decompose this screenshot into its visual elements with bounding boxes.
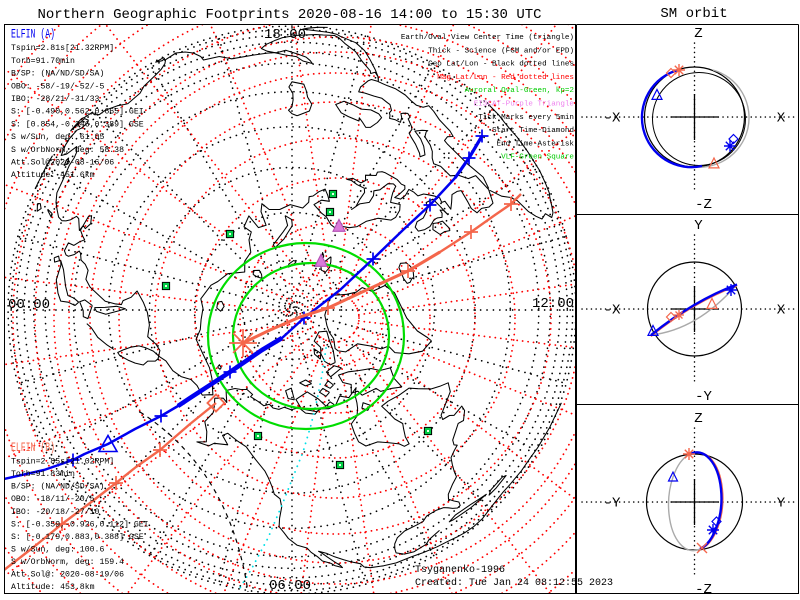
svg-text:Y: Y xyxy=(694,218,703,234)
svg-text:X: X xyxy=(777,111,786,127)
svg-text:S w/Sun, deg: 100.6: S w/Sun, deg: 100.6 xyxy=(11,544,104,554)
svg-text:Mag Lat/Lon - Red dotted lines: Mag Lat/Lon - Red dotted lines xyxy=(437,74,574,82)
svg-text:Att.Sol@2020-08-16/06: Att.Sol@2020-08-16/06 xyxy=(11,158,114,168)
svg-text:Altitude: 453.8km: Altitude: 453.8km xyxy=(11,582,95,592)
svg-text:B/SP: (NA/ND/SD/SA): B/SP: (NA/ND/SD/SA) xyxy=(11,69,104,79)
svg-text:Torb=91.70min: Torb=91.70min xyxy=(11,56,75,66)
svg-text:OBO: -18/11/-20/5: OBO: -18/11/-20/5 xyxy=(11,494,95,504)
svg-text:Att.Sol@: 2020-08-19/06: Att.Sol@: 2020-08-19/06 xyxy=(11,570,124,580)
svg-text:12:00: 12:00 xyxy=(532,296,574,312)
svg-text:Thick - Science (FGM and/or EP: Thick - Science (FGM and/or EPD) xyxy=(428,47,574,55)
svg-text:Start Time-Diamond: Start Time-Diamond xyxy=(492,127,574,135)
svg-text:SM orbit: SM orbit xyxy=(660,6,727,22)
svg-text:S w/Sun, deg: 61.05: S w/Sun, deg: 61.05 xyxy=(11,132,104,142)
svg-text:Created: Tue Jan 24 08:12:55 2: Created: Tue Jan 24 08:12:55 2023 xyxy=(415,577,613,589)
svg-text:Northern Geographic Footprints: Northern Geographic Footprints 2020-08-1… xyxy=(37,7,541,23)
svg-text:S: [0.854,-0.346,0.389] GSE: S: [0.854,-0.346,0.389] GSE xyxy=(11,119,144,129)
svg-text:-Y: -Y xyxy=(695,389,712,405)
svg-text:S w/OrbNorm, deg: 58.38: S w/OrbNorm, deg: 58.38 xyxy=(11,145,124,155)
svg-text:X: X xyxy=(777,303,786,319)
svg-text:Z: Z xyxy=(694,411,702,427)
svg-text:18:00: 18:00 xyxy=(264,27,306,43)
svg-text:VLF-Green Square: VLF-Green Square xyxy=(501,154,574,162)
svg-text:-X: -X xyxy=(604,303,621,319)
svg-text:S: [-0.490,0.562,0.665] GEI: S: [-0.490,0.562,0.665] GEI xyxy=(11,107,144,117)
svg-text:Tsyganenko-1996: Tsyganenko-1996 xyxy=(415,564,505,576)
svg-text:OBO: -58/-19/-52/-5: OBO: -58/-19/-52/-5 xyxy=(11,81,104,91)
svg-text:Torb=91.83min: Torb=91.83min xyxy=(11,469,75,479)
svg-text:S: [-0.179,0.883,0.388] GSE: S: [-0.179,0.883,0.388] GSE xyxy=(11,532,144,542)
svg-text:S: [-0.359,-0.926,0.112] GEI: S: [-0.359,-0.926,0.112] GEI xyxy=(11,519,149,529)
svg-text:Earth/Oval View Center Time (t: Earth/Oval View Center Time (triangle) xyxy=(401,34,574,42)
svg-text:ELFIN (B): ELFIN (B) xyxy=(11,440,55,455)
svg-text:06:00: 06:00 xyxy=(269,578,311,594)
svg-text:Tspin=2.81s[21.32RPM]: Tspin=2.81s[21.32RPM] xyxy=(11,43,114,53)
svg-text:Tick Marks every 5min: Tick Marks every 5min xyxy=(478,114,574,122)
svg-text:B/SP: (NA/ND/SD/SA): B/SP: (NA/ND/SD/SA) xyxy=(11,482,104,492)
svg-text:Y: Y xyxy=(777,496,786,512)
svg-text:Tspin=2.85s[21.02RPM]: Tspin=2.85s[21.02RPM] xyxy=(11,457,114,467)
svg-text:Auroral Oval-Green, kp=2: Auroral Oval-Green, kp=2 xyxy=(465,87,575,95)
svg-text:Altitude: 451.6km: Altitude: 451.6km xyxy=(11,170,95,180)
svg-text:-X: -X xyxy=(604,111,621,127)
svg-text:Z: Z xyxy=(694,26,702,42)
svg-text:IBO: -20/18/-27/10: IBO: -20/18/-27/10 xyxy=(11,507,100,517)
svg-text:-Z: -Z xyxy=(695,582,712,598)
svg-text:S w/OrbNorm, deg: 159.4: S w/OrbNorm, deg: 159.4 xyxy=(11,557,124,567)
svg-text:-Z: -Z xyxy=(695,197,712,213)
svg-text:EISCAT-Purple Triangle: EISCAT-Purple Triangle xyxy=(474,101,575,109)
svg-text:ELFIN (A): ELFIN (A) xyxy=(11,27,55,42)
svg-text:00:00: 00:00 xyxy=(8,297,50,313)
svg-text:Geo Lat/Lon - Black dotted lin: Geo Lat/Lon - Black dotted lines xyxy=(428,61,574,69)
svg-text:End Time-Asterisk: End Time-Asterisk xyxy=(497,140,575,148)
svg-text:-Y: -Y xyxy=(604,496,621,512)
svg-text:IBO: -28/21/-31/33: IBO: -28/21/-31/33 xyxy=(11,94,100,104)
